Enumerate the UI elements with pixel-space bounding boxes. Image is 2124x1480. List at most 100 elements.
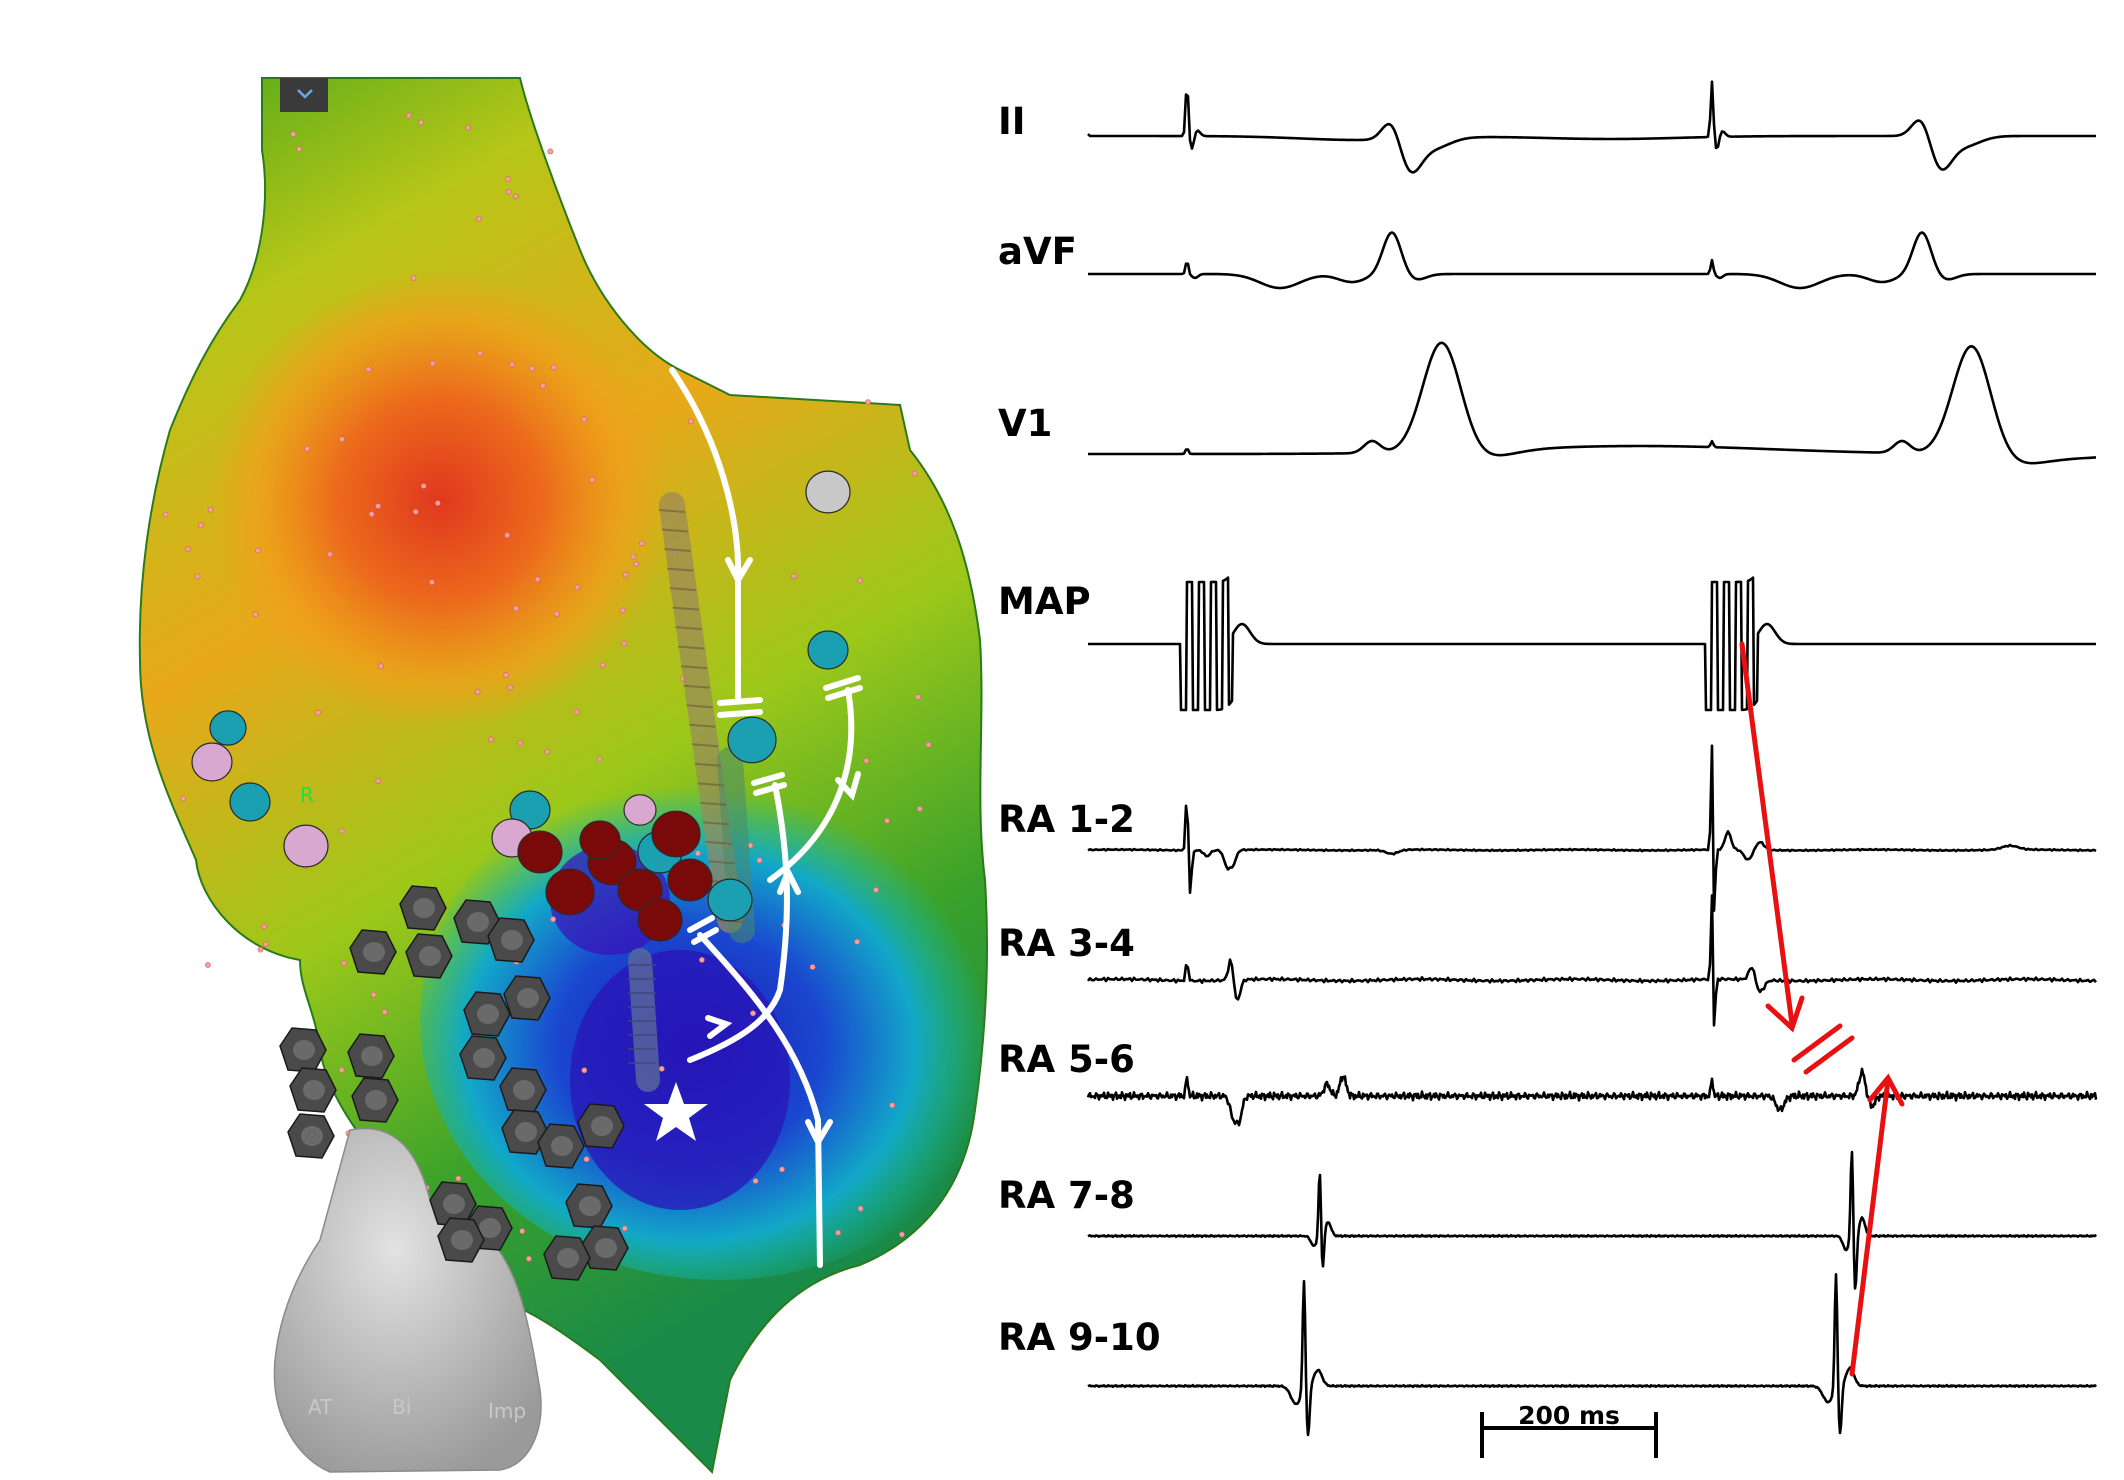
pacing-site-marker-top bbox=[361, 1046, 383, 1066]
pacing-site-marker-top bbox=[363, 942, 385, 962]
map-point-marker bbox=[581, 416, 587, 423]
arrow-path-middle bbox=[687, 782, 790, 1063]
lesion-tag-pink bbox=[283, 824, 329, 868]
electrode-ring bbox=[686, 704, 713, 709]
map-point-marker bbox=[375, 503, 381, 509]
electrode-ring bbox=[703, 821, 730, 826]
red-arrow-down bbox=[1739, 641, 1795, 1027]
ablation-lesion bbox=[545, 868, 595, 916]
red-arrow-up-head bbox=[1867, 1073, 1905, 1107]
pacing-site-marker-top bbox=[467, 912, 489, 932]
electrode-ring bbox=[689, 723, 716, 728]
pacing-site-marker-top bbox=[591, 1116, 613, 1136]
lead-label-ii: II bbox=[998, 100, 1026, 143]
pacing-site-marker-top bbox=[513, 1080, 535, 1100]
map-label-imp: Imp bbox=[488, 1399, 526, 1423]
lead-label-ra-3-4: RA 3-4 bbox=[998, 922, 1135, 965]
pacing-site-marker-top bbox=[515, 1122, 537, 1142]
map-point-marker bbox=[544, 748, 551, 755]
map-point-marker bbox=[370, 991, 377, 998]
map-point-marker bbox=[916, 806, 923, 812]
electrode-ring bbox=[672, 606, 699, 611]
map-point-marker bbox=[304, 445, 311, 452]
map-point-marker bbox=[377, 663, 384, 670]
marker-letter: R bbox=[300, 783, 314, 807]
lesion-tag-cyan bbox=[209, 710, 247, 746]
scale-bar-label: 200 ms bbox=[1518, 1401, 1620, 1430]
electrode-ring bbox=[669, 587, 697, 592]
map-point-marker bbox=[252, 611, 259, 618]
map-point-marker bbox=[254, 547, 261, 554]
map-point-marker bbox=[630, 553, 637, 560]
map-point-marker bbox=[854, 938, 860, 945]
map-point-marker bbox=[503, 672, 510, 678]
ablation-lesion bbox=[579, 820, 621, 860]
map-bottom-labels: AT Bi Imp bbox=[308, 1395, 526, 1423]
map-point-marker bbox=[434, 500, 441, 506]
map-point-marker bbox=[857, 1205, 864, 1212]
pacing-site-marker-top bbox=[365, 1090, 387, 1110]
map-point-marker bbox=[338, 1067, 345, 1073]
map-point-marker bbox=[513, 605, 519, 612]
arrow-head-2 bbox=[835, 771, 861, 801]
block-mark-3b bbox=[753, 782, 787, 796]
red-arrow-down-head bbox=[1765, 995, 1805, 1033]
map-point-marker bbox=[410, 275, 417, 281]
electrode-ring bbox=[681, 665, 708, 670]
map-point-marker bbox=[180, 795, 187, 802]
map-point-marker bbox=[857, 577, 863, 584]
conduction-arrows bbox=[669, 367, 863, 1268]
map-point-marker bbox=[526, 1255, 532, 1262]
dropdown-button[interactable] bbox=[280, 78, 328, 112]
trace-ra-5-6 bbox=[1086, 1067, 2098, 1127]
block-mark-4b bbox=[691, 927, 719, 945]
map-point-marker bbox=[519, 1228, 526, 1234]
lesion-tag-pink bbox=[191, 742, 233, 782]
electrode-ring bbox=[661, 528, 688, 533]
map-point-marker bbox=[865, 399, 871, 405]
map-point-marker bbox=[368, 511, 375, 517]
electrode-ring bbox=[658, 509, 686, 513]
lead-label-ra-9-10: RA 9-10 bbox=[998, 1316, 1161, 1359]
activation-annotation bbox=[1739, 641, 1905, 1377]
map-point-marker bbox=[550, 916, 556, 923]
electrode-ring bbox=[664, 548, 691, 553]
map-point-marker bbox=[315, 709, 321, 716]
red-block-mark-a bbox=[1791, 1023, 1843, 1063]
map-point-marker bbox=[553, 611, 560, 617]
map-point-marker bbox=[504, 532, 511, 538]
electrode-ring bbox=[705, 840, 733, 845]
block-mark-1a bbox=[717, 697, 763, 706]
deep-blue-region bbox=[570, 950, 790, 1210]
map-point-marker bbox=[262, 941, 269, 948]
map-point-marker bbox=[475, 215, 482, 222]
pacing-site-markers bbox=[279, 885, 629, 1281]
red-block-mark-b bbox=[1803, 1035, 1855, 1075]
map-point-marker bbox=[338, 828, 345, 834]
map-point-marker bbox=[809, 964, 816, 970]
map-point-marker bbox=[791, 573, 797, 580]
map-point-marker bbox=[529, 365, 535, 372]
map-point-marker bbox=[756, 857, 763, 864]
block-mark-4a bbox=[687, 915, 715, 933]
trace-ra-9-10 bbox=[1087, 1272, 2098, 1437]
map-point-marker bbox=[889, 1102, 896, 1109]
electrode-ring bbox=[692, 743, 719, 748]
electrode-ring bbox=[700, 801, 727, 806]
map-point-marker bbox=[911, 470, 918, 477]
map-point-marker bbox=[534, 576, 541, 583]
map-point-marker bbox=[488, 736, 495, 743]
pacing-site-marker-top bbox=[451, 1230, 473, 1250]
map-point-marker bbox=[405, 112, 412, 119]
map-point-marker bbox=[639, 540, 645, 547]
trace-ii bbox=[1087, 80, 2096, 174]
map-point-marker bbox=[599, 662, 606, 668]
lead-label-ra-5-6: RA 5-6 bbox=[998, 1038, 1135, 1081]
map-point-marker bbox=[695, 850, 701, 857]
map-point-marker bbox=[547, 148, 554, 155]
lead-label-avf: aVF bbox=[998, 230, 1077, 273]
map-point-marker bbox=[418, 119, 425, 126]
map-point-marker bbox=[476, 350, 483, 357]
block-mark-2b bbox=[825, 685, 863, 701]
